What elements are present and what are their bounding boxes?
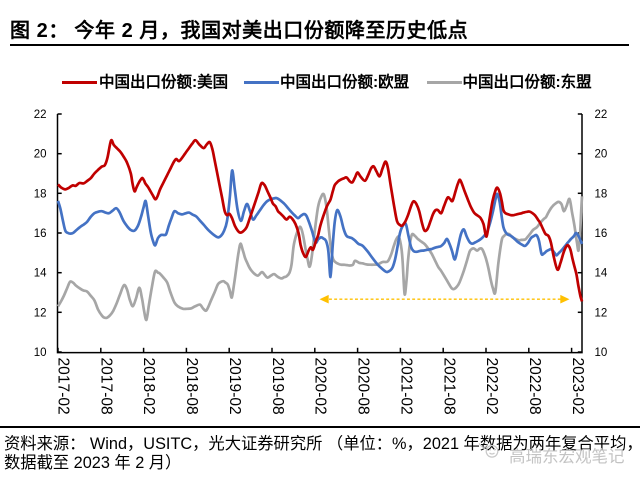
svg-text:16: 16: [595, 228, 608, 240]
svg-text:14: 14: [595, 268, 608, 280]
svg-text:16: 16: [34, 228, 47, 240]
svg-text:22: 22: [34, 109, 47, 121]
svg-text:2021-02: 2021-02: [397, 358, 414, 415]
svg-text:2018-02: 2018-02: [140, 358, 157, 415]
svg-text:18: 18: [595, 188, 608, 200]
svg-text:12: 12: [595, 307, 608, 319]
svg-text:2019-08: 2019-08: [269, 358, 286, 415]
svg-text:14: 14: [34, 268, 47, 280]
svg-text:2023-02: 2023-02: [569, 358, 586, 415]
svg-text:12: 12: [34, 307, 47, 319]
svg-text:2022-08: 2022-08: [526, 358, 543, 415]
svg-text:10: 10: [595, 347, 608, 359]
svg-text:20: 20: [595, 149, 608, 161]
svg-text:2020-08: 2020-08: [355, 358, 372, 415]
svg-text:18: 18: [34, 188, 47, 200]
svg-text:2019-02: 2019-02: [226, 358, 243, 415]
svg-text:2017-08: 2017-08: [97, 358, 114, 415]
svg-text:2021-08: 2021-08: [440, 358, 457, 415]
svg-text:2020-02: 2020-02: [312, 358, 329, 415]
svg-text:22: 22: [595, 109, 608, 121]
svg-text:2017-02: 2017-02: [54, 358, 71, 415]
svg-text:20: 20: [34, 149, 47, 161]
svg-text:10: 10: [34, 347, 47, 359]
svg-text:2018-08: 2018-08: [183, 358, 200, 415]
svg-text:2022-02: 2022-02: [483, 358, 500, 415]
